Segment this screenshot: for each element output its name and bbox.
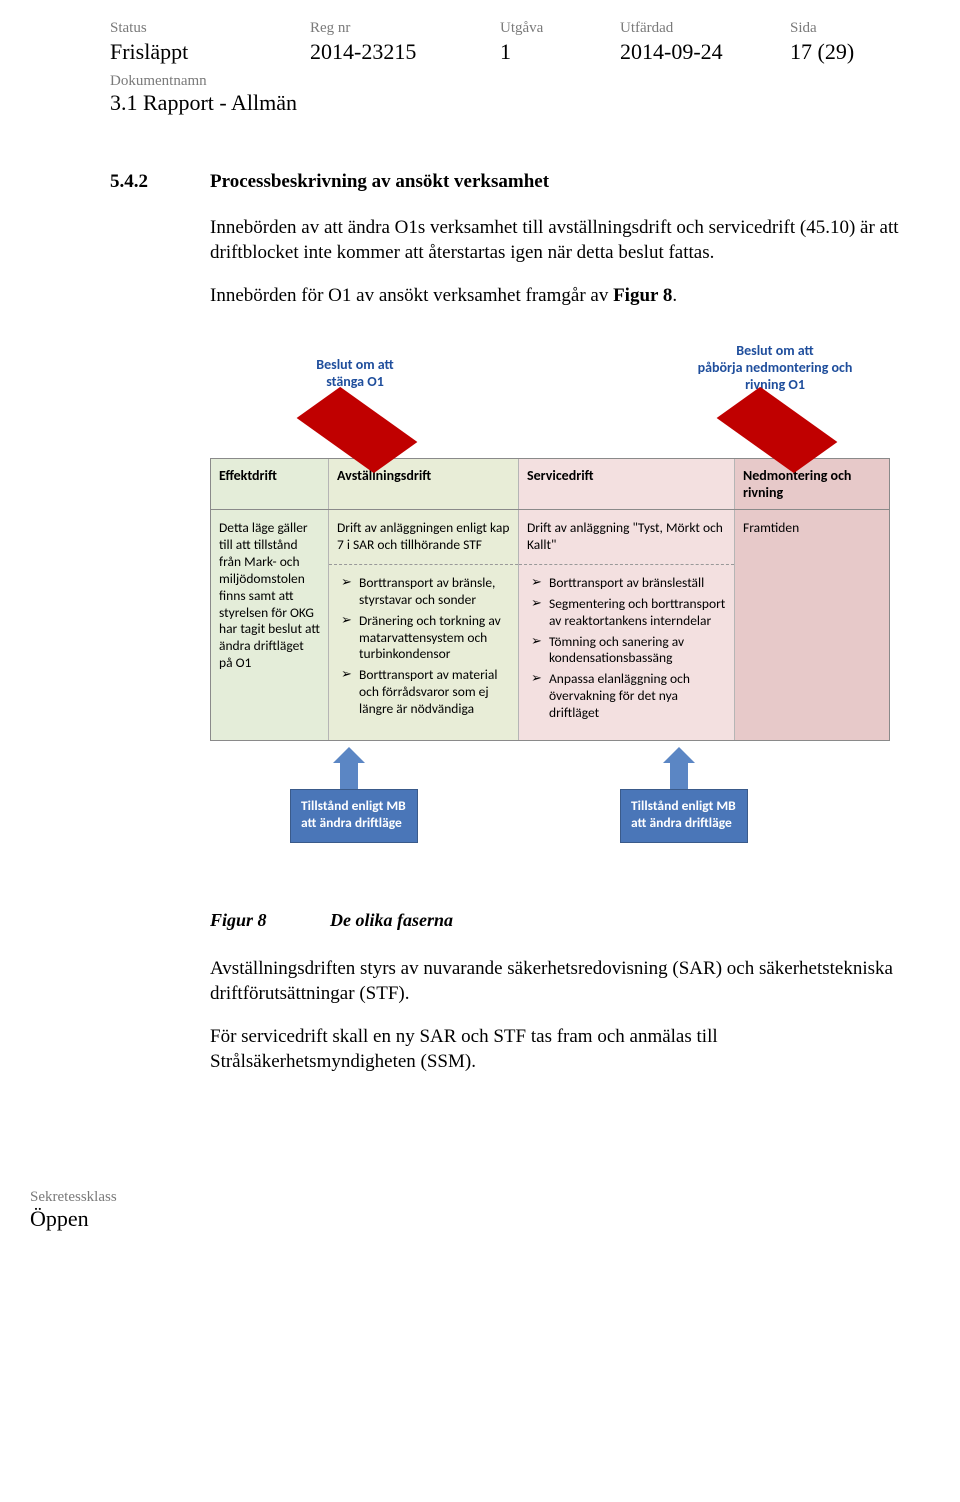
phase-body-0: Detta läge gäller till att tillstånd frå… — [211, 510, 329, 740]
phase2-bullet-1: Segmentering och borttransport av reakto… — [527, 596, 726, 630]
phase1-bullet-1: Dränering och torkning av matarvattensys… — [337, 613, 510, 664]
phase1-bullet-2: Borttransport av material och förrådsvar… — [337, 667, 510, 718]
divider-2 — [519, 564, 734, 565]
phase-header-1: Avställningsdrift — [329, 459, 519, 509]
meta-labels-row: Status Reg nr Utgåva Utfärdad Sida — [110, 20, 900, 37]
paragraph-1: Innebörden av att ändra O1s verksamhet t… — [210, 215, 900, 265]
label-regnr: Reg nr — [310, 20, 500, 37]
label-sida: Sida — [790, 20, 890, 37]
phase-header-2: Servicedrift — [519, 459, 735, 509]
decision-label-left: Beslut om attstänga O1 — [295, 357, 415, 391]
phase-header-0: Effektdrift — [211, 459, 329, 509]
paragraph-2: Innebörden för O1 av ansökt verksamhet f… — [210, 283, 900, 308]
top-labels: Beslut om attstänga O1 Beslut om attpåbö… — [210, 333, 890, 408]
p2-a: Innebörden för O1 av ansökt verksamhet f… — [210, 285, 613, 306]
phase-body-2: Drift av anläggning "Tyst, Mörkt och Kal… — [519, 510, 735, 740]
section-title: Processbeskrivning av ansökt verksamhet — [210, 171, 549, 193]
phase2-bullet-2: Tömning och sanering av kondensationsbas… — [527, 634, 726, 668]
section-heading: 5.4.2 Processbeskrivning av ansökt verks… — [110, 171, 900, 193]
arrow-up-right — [670, 761, 688, 789]
value-regnr: 2014-23215 — [310, 39, 500, 65]
value-sida: 17 (29) — [790, 39, 890, 65]
label-utgava: Utgåva — [500, 20, 620, 37]
value-utfardad: 2014-09-24 — [620, 39, 790, 65]
divider-1 — [329, 564, 518, 565]
arrow-up-left — [340, 761, 358, 789]
phase2-bullet-0: Borttransport av bränsleställ — [527, 575, 726, 592]
value-sekretess: Öppen — [30, 1206, 117, 1232]
phase1-bullet-0: Borttransport av bränsle, styrstavar och… — [337, 575, 510, 609]
p2-figref: Figur 8 — [613, 285, 672, 306]
figure-caption: Figur 8 De olika faserna — [210, 910, 900, 931]
phase0-intro: Detta läge gäller till att tillstånd frå… — [219, 520, 320, 672]
phase2-bullet-3: Anpassa elanläggning och övervakning för… — [527, 671, 726, 722]
permit-box-right: Tillstånd enligt MB att ändra driftläge — [620, 789, 748, 843]
value-status: Frisläppt — [110, 39, 310, 65]
phase2-intro: Drift av anläggning "Tyst, Mörkt och Kal… — [527, 520, 726, 554]
value-utgava: 1 — [500, 39, 620, 65]
bottom-arrows: Tillstånd enligt MB att ändra driftläge … — [210, 745, 890, 875]
figure-number: Figur 8 — [210, 910, 290, 931]
paragraph-4: För servicedrift skall en ny SAR och STF… — [210, 1024, 900, 1074]
phase-bodies: Detta läge gäller till att tillstånd frå… — [210, 510, 890, 741]
section-number: 5.4.2 — [110, 171, 170, 193]
label-utfardad: Utfärdad — [620, 20, 790, 37]
figure-caption-text: De olika faserna — [330, 910, 453, 931]
p2-c: . — [672, 285, 677, 306]
label-sekretess: Sekretessklass — [30, 1189, 117, 1206]
phase1-list: Borttransport av bränsle, styrstavar och… — [337, 575, 510, 718]
page: Status Reg nr Utgåva Utfärdad Sida Frisl… — [0, 0, 960, 1132]
doknamn-block: Dokumentnamn 3.1 Rapport - Allmän — [110, 73, 900, 116]
phase-body-1: Drift av anläggningen enligt kap 7 i SAR… — [329, 510, 519, 740]
phase3-intro: Framtiden — [743, 520, 881, 537]
paragraph-3: Avställningsdriften styrs av nuvarande s… — [210, 956, 900, 1006]
decision-label-right: Beslut om attpåbörja nedmontering ochriv… — [680, 343, 870, 393]
process-diagram: Beslut om attstänga O1 Beslut om attpåbö… — [210, 333, 890, 875]
footer: Sekretessklass Öppen — [30, 1189, 117, 1232]
section: 5.4.2 Processbeskrivning av ansökt verks… — [110, 171, 900, 1074]
phase1-intro: Drift av anläggningen enligt kap 7 i SAR… — [337, 520, 510, 554]
permit-box-left: Tillstånd enligt MB att ändra driftläge — [290, 789, 418, 843]
value-doknamn: 3.1 Rapport - Allmän — [110, 90, 900, 116]
label-doknamn: Dokumentnamn — [110, 73, 900, 90]
phase2-list: Borttransport av bränsleställ Segmenteri… — [527, 575, 726, 722]
label-status: Status — [110, 20, 310, 37]
phase-body-3: Framtiden — [735, 510, 889, 740]
diamond-row — [210, 408, 890, 458]
meta-values-row: Frisläppt 2014-23215 1 2014-09-24 17 (29… — [110, 39, 900, 65]
phase-header-3: Nedmontering och rivning — [735, 459, 889, 509]
